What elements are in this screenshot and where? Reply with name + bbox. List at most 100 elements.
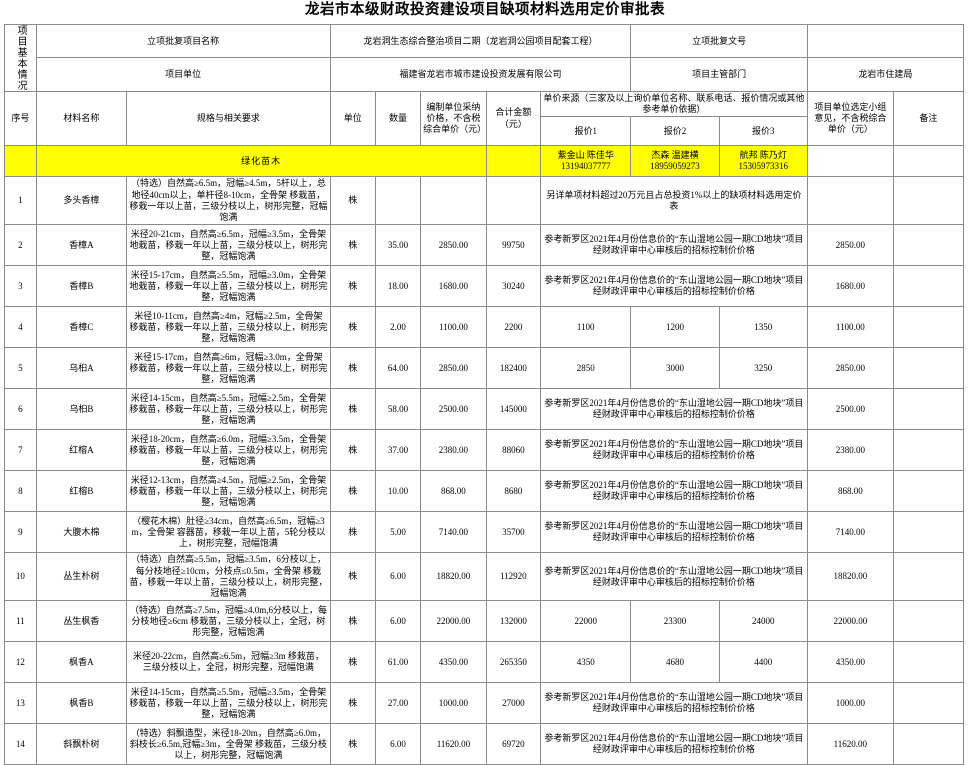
- cell-material: 枫香B: [35, 682, 128, 725]
- cell-spec: 米径15-17cm，自然高≥5.5m，冠幅≥3.0m，全骨架 地栽苗，移栽一年以…: [126, 265, 331, 308]
- cell-remark: [892, 265, 965, 308]
- cell-total: 265350: [485, 641, 541, 684]
- cell-spec: （特选）斜飘造型，米径18-20m，自然高≥6.0m，斜枝长≥6.5m,冠幅≥3…: [126, 723, 331, 765]
- cell-remark: [892, 600, 965, 643]
- cell-source-reference: 参考新罗区2021年4月份信息价的“东山湿地公园一期CD地块”项目经财政评审中心…: [539, 552, 808, 602]
- col-header-quote3: 报价3: [718, 116, 808, 147]
- table-row: 7 红榕A 米径18-20cm，自然高≥6.0m，冠幅≥3.5m，全骨架 移栽苗，移…: [4, 429, 965, 472]
- cell-decided-price: 4350.00: [806, 641, 894, 684]
- cell-remark: [892, 306, 965, 349]
- cell-seq: 8: [4, 470, 37, 513]
- table-row: 2 香樟A 米径20-21cm，自然高≥6.5m，冠幅≥3.5m，全骨架 地栽苗，移…: [4, 224, 965, 267]
- cell-spec: 米径14-15cm，自然高≥5.5m，冠幅≥3.5m，全骨架 移栽苗，移栽一年以…: [126, 682, 331, 725]
- col-header-seq: 序号: [4, 90, 37, 147]
- cell-unit-price: [420, 176, 487, 226]
- cell-decided-price: 18820.00: [806, 552, 894, 602]
- cell-seq: 13: [4, 682, 37, 725]
- info-value-project-unit: 福建省龙岩市城市建设投资发展有限公司: [329, 57, 632, 92]
- cell-total: 88060: [485, 429, 541, 472]
- cell-quote1: 1100: [539, 306, 632, 349]
- cell-material: 大腹木棉: [35, 511, 128, 554]
- cell-spec: 米径10-11cm，自然高≥4m，冠幅≥2.5m，全骨架 移栽苗，移栽一年以上苗…: [126, 306, 331, 349]
- cell-decided-price: 2500.00: [806, 388, 894, 431]
- cell-unit-price: 18820.00: [420, 552, 487, 602]
- cell-unit-price: 2380.00: [420, 429, 487, 472]
- info-label-project-name: 立项批复项目名称: [35, 23, 331, 59]
- cell-decided-price: 1100.00: [806, 306, 894, 349]
- cell-material: 乌桕B: [35, 388, 128, 431]
- cell-qty: 10.00: [374, 470, 422, 513]
- table-row: 11 丛生枫香 （特选）自然高≥7.5m，冠幅≥4.0m,6分枝以上，每分枝地径≥6…: [4, 600, 965, 643]
- cell-quote1: 4350: [539, 641, 632, 684]
- cell-unit: 株: [329, 723, 376, 765]
- cell-material: 丛生枫香: [35, 600, 128, 643]
- cell-qty: 5.00: [374, 511, 422, 554]
- supplier-quote2: 杰森 温建横 18959059273: [630, 145, 720, 178]
- cell-total: 8680: [485, 470, 541, 513]
- col-header-remark: 备注: [892, 90, 965, 147]
- cell-quote2: 1200: [630, 306, 720, 349]
- cell-decided-price: [806, 176, 894, 226]
- cell-total: 2200: [485, 306, 541, 349]
- cell-decided-price: 2850.00: [806, 347, 894, 390]
- cell-quote3: 1350: [718, 306, 808, 349]
- cell-unit: 株: [329, 224, 376, 267]
- cell-unit-price: 2850.00: [420, 347, 487, 390]
- cell-unit-price: 4350.00: [420, 641, 487, 684]
- cell-source-reference: 参考新罗区2021年4月份信息价的“东山湿地公园一期CD地块”项目经财政评审中心…: [539, 429, 808, 472]
- cell-unit: 株: [329, 600, 376, 643]
- cell-decided-price: 868.00: [806, 470, 894, 513]
- cell-spec: （特选）自然高≥6.5m，冠幅≥4.5m，5杆以上，总地径40cm以上，单杆径8…: [126, 176, 331, 226]
- document-page: 龙岩市本级财政投资建设项目缺项材料选用定价审批表 项目基本情况 立项批复项目名称: [4, 2, 965, 765]
- category-total-cell: [485, 145, 541, 178]
- cell-material: 香樟B: [35, 265, 128, 308]
- table-row: 13 枫香B 米径14-15cm，自然高≥5.5m，冠幅≥3.5m，全骨架 移栽苗，…: [4, 682, 965, 725]
- table-row: 6 乌桕B 米径14-15cm，自然高≥5.5m，冠幅≥2.5m，全骨架 移栽苗，移…: [4, 388, 965, 431]
- info-label-approval-doc: 立项批复文号: [630, 23, 808, 59]
- column-header-row-1: 序号 材料名称 规格与相关要求 单位 数量 编制单位采纳价格，不含税综合单价（元…: [4, 90, 965, 147]
- cell-material: 斜飘朴树: [35, 723, 128, 765]
- cell-remark: [892, 723, 965, 765]
- cell-qty: 64.00: [374, 347, 422, 390]
- cell-unit-price: 2500.00: [420, 388, 487, 431]
- cell-material: 乌桕A: [35, 347, 128, 390]
- supplier-quote3: 航邦 陈乃灯 15305973316: [718, 145, 808, 178]
- cell-spec: 米径15-17cm，自然高≥6m，冠幅≥3.0m，全骨架 移栽苗，移栽一年以上苗…: [126, 347, 331, 390]
- category-label: 绿化苗木: [35, 145, 487, 178]
- cell-unit-price: 2850.00: [420, 224, 487, 267]
- cell-unit-price: 868.00: [420, 470, 487, 513]
- approval-table: 项目基本情况 立项批复项目名称 龙岩洞生态综合整治项目二期（龙岩洞公园项目配套工…: [4, 23, 965, 765]
- cell-decided-price: 1000.00: [806, 682, 894, 725]
- info-value-project-name: 龙岩洞生态综合整治项目二期（龙岩洞公园项目配套工程）: [329, 23, 632, 59]
- table-row: 9 大腹木棉 （樱花木棉）肚径≥34cm，自然高≥6.5m，冠幅≥3m，全骨架 容器…: [4, 511, 965, 554]
- col-header-quote1: 报价1: [539, 116, 632, 147]
- info-label-supervisor: 项目主管部门: [630, 57, 808, 92]
- table-row: 5 乌桕A 米径15-17cm，自然高≥6m，冠幅≥3.0m，全骨架 移栽苗，移栽一…: [4, 347, 965, 390]
- cell-unit-price: 11620.00: [420, 723, 487, 765]
- cell-qty: 37.00: [374, 429, 422, 472]
- cell-qty: 27.00: [374, 682, 422, 725]
- cell-unit: 株: [329, 682, 376, 725]
- cell-quote2: 3000: [630, 347, 720, 390]
- cell-remark: [892, 224, 965, 267]
- cell-unit: 株: [329, 511, 376, 554]
- cell-source-reference: 参考新罗区2021年4月份信息价的“东山湿地公园一期CD地块”项目经财政评审中心…: [539, 470, 808, 513]
- cell-decided-price: 22000.00: [806, 600, 894, 643]
- table-body: 项目基本情况 立项批复项目名称 龙岩洞生态综合整治项目二期（龙岩洞公园项目配套工…: [4, 23, 965, 765]
- info-value-approval-doc: [806, 23, 965, 59]
- cell-qty: 61.00: [374, 641, 422, 684]
- cell-material: 香樟C: [35, 306, 128, 349]
- cell-seq: 9: [4, 511, 37, 554]
- cell-seq: 1: [4, 176, 37, 226]
- cell-remark: [892, 682, 965, 725]
- cell-qty: 58.00: [374, 388, 422, 431]
- cell-seq: 10: [4, 552, 37, 602]
- cell-material: 枫香A: [35, 641, 128, 684]
- cell-unit: 株: [329, 552, 376, 602]
- cell-qty: [374, 176, 422, 226]
- cell-remark: [892, 641, 965, 684]
- cell-material: 香樟A: [35, 224, 128, 267]
- table-row: 10 丛生朴树 （特选）自然高≥5.5m，冠幅≥3.5m，6分枝以上，每分枝地径≥1…: [4, 552, 965, 602]
- cell-qty: 35.00: [374, 224, 422, 267]
- supplier-quote3-name: 航邦 陈乃灯: [739, 150, 787, 161]
